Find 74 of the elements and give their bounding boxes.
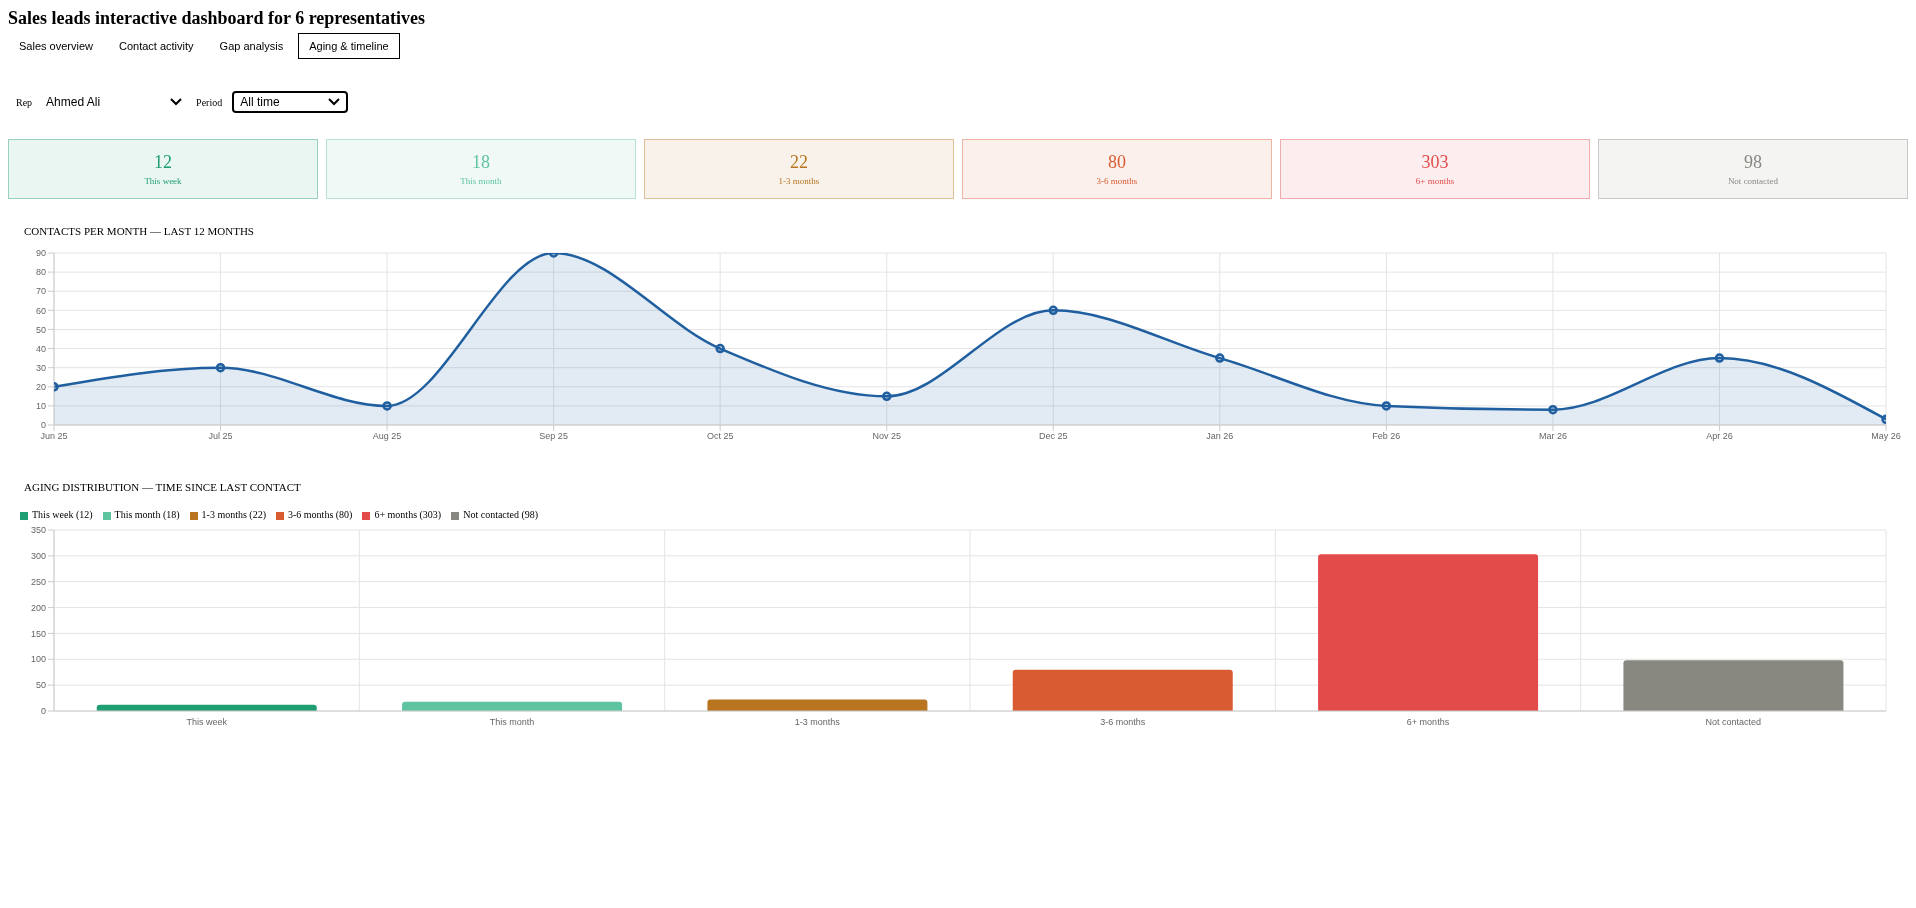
text: 303: [1421, 152, 1449, 173]
text: Gap analysis: [218, 39, 285, 54]
x-tick-label: Apr 26: [1706, 431, 1733, 442]
point: [1381, 401, 1392, 411]
point: [382, 401, 392, 411]
x-tick-label: Jul 25: [208, 431, 233, 442]
x-tick-label: May 26: [1871, 431, 1901, 442]
y-tick-label: 50: [35, 680, 46, 691]
x-tick-label: This week: [186, 717, 228, 728]
x-tick-label: Not contacted: [1705, 717, 1762, 728]
text: 18: [472, 152, 490, 173]
text: 98: [1744, 152, 1762, 173]
legend-label: 6+ months (303): [374, 509, 442, 520]
x-tick-label: 1-3 months: [794, 717, 841, 728]
y-tick-label: 200: [30, 602, 46, 613]
y-tick-label: 30: [35, 362, 46, 373]
y-tick-label: 60: [35, 305, 46, 316]
x-tick-label: This month: [489, 717, 535, 728]
point: [881, 391, 892, 402]
chart-title: AGING DISTRIBUTION — TIME SINCE LAST CONTACT: [24, 481, 302, 493]
text: Rep: [16, 96, 33, 108]
y-tick-label: 150: [30, 628, 46, 639]
text: Period: [196, 96, 223, 108]
x-tick-label: Feb 26: [1372, 431, 1401, 442]
chart-title: CONTACTS PER MONTH — LAST 12 MONTHS: [24, 225, 255, 237]
y-tick-label: 40: [35, 343, 46, 354]
legend-label: 1-3 months (22): [201, 509, 266, 520]
y-tick-label: 20: [35, 381, 46, 392]
y-tick-label: 70: [35, 286, 46, 297]
y-tick-label: 80: [35, 267, 46, 278]
point: [1048, 305, 1059, 316]
text: 6+ months: [1415, 176, 1455, 186]
y-tick-label: 0: [40, 420, 46, 431]
y-tick-label: 250: [30, 576, 46, 587]
y-tick-label: 10: [35, 401, 46, 412]
point: [215, 362, 226, 373]
x-tick-label: Jan 26: [1206, 431, 1234, 442]
text: 22: [790, 152, 808, 173]
text: 12: [154, 152, 172, 173]
text: Ahmed Ali: [46, 95, 101, 109]
text: 1-3 months: [778, 176, 820, 186]
x-tick-label: 3-6 months: [1100, 717, 1146, 728]
x-tick-label: Jun 25: [40, 431, 68, 442]
x-tick-label: Oct 25: [706, 431, 734, 442]
x-tick-label: Aug 25: [372, 431, 402, 442]
x-tick-label: Mar 26: [1538, 431, 1567, 442]
y-tick-label: 300: [30, 551, 46, 562]
text: Sales leads interactive dashboard for 6 representatives: [8, 8, 426, 29]
x-tick-label: Dec 25: [1039, 431, 1068, 442]
y-tick-label: 100: [30, 654, 46, 665]
legend-label: Not contacted (98): [463, 509, 539, 520]
text: Not contacted: [1727, 176, 1779, 186]
point: [1714, 353, 1725, 363]
x-tick-label: Nov 25: [872, 431, 901, 442]
legend-label: 3-6 months (80): [288, 509, 353, 520]
legend-label: This month (18): [114, 509, 180, 520]
y-tick-label: 0: [40, 706, 46, 717]
text: Sales overview: [18, 39, 94, 54]
text: Contact activity: [118, 39, 195, 54]
x-tick-label: Sep 25: [539, 431, 568, 442]
y-tick-label: 350: [30, 525, 46, 536]
y-tick-label: 90: [35, 248, 46, 259]
text: All time: [240, 95, 280, 109]
x-tick-label: 6+ months: [1406, 717, 1450, 728]
text: This month: [460, 176, 502, 186]
point: [1548, 404, 1558, 415]
y-tick-label: 50: [35, 324, 46, 335]
text: 3-6 months: [1096, 176, 1138, 186]
legend-label: This week (12): [32, 509, 93, 520]
point: [1215, 353, 1225, 363]
text: Aging & timeline: [298, 33, 400, 59]
text: This week: [144, 176, 182, 186]
point: [715, 343, 725, 354]
text: 80: [1108, 152, 1126, 173]
